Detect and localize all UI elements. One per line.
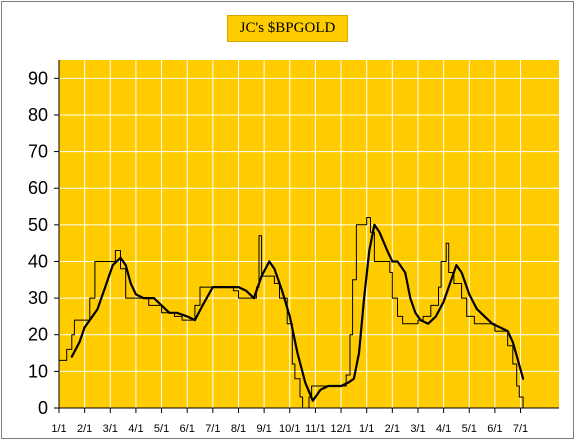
x-tick-label: 2/1 xyxy=(77,423,92,435)
y-tick-label: 60 xyxy=(28,178,48,198)
y-tick-label: 30 xyxy=(28,288,48,308)
series-group xyxy=(58,217,525,409)
x-tick-label: 7/1 xyxy=(205,423,220,435)
y-tick-label: 40 xyxy=(28,251,48,271)
axes: 0 10 20 30 40 50 60 70 80 90 1/1 2/1 3/1 4/1 5/1 6/1 7/1… xyxy=(28,60,559,435)
x-tick-label: 8/1 xyxy=(231,423,246,435)
x-tick-label: 6/1 xyxy=(180,423,195,435)
y-tick-label: 70 xyxy=(28,142,48,162)
x-tick-label: 4/1 xyxy=(436,423,451,435)
y-tick-label: 80 xyxy=(28,105,48,125)
x-tick-label: 5/1 xyxy=(462,423,477,435)
x-tick-label: 2/1 xyxy=(385,423,400,435)
x-tick-label: 5/1 xyxy=(154,423,169,435)
x-tick-label: 3/1 xyxy=(410,423,425,435)
y-tick-label: 50 xyxy=(28,215,48,235)
y-tick-label: 20 xyxy=(28,325,48,345)
step-line xyxy=(58,217,524,409)
y-tick-label: 90 xyxy=(28,68,48,88)
smoothed-line xyxy=(70,223,525,402)
chart-title: JC's $BPGOLD xyxy=(227,15,348,42)
x-tick-label: 1/1 xyxy=(51,423,66,435)
x-tick-label: 4/1 xyxy=(128,423,143,435)
x-tick-label: 6/1 xyxy=(487,423,502,435)
y-tick-label: 0 xyxy=(38,398,48,418)
plot-area xyxy=(59,60,559,408)
x-tick-label: 12/1 xyxy=(330,423,351,435)
y-tick-label: 10 xyxy=(28,361,48,381)
x-tick-label: 11/1 xyxy=(305,423,326,435)
x-tick-label: 3/1 xyxy=(103,423,118,435)
x-tick-label: 7/1 xyxy=(513,423,528,435)
x-tick-label: 9/1 xyxy=(256,423,271,435)
x-tick-label: 1/1 xyxy=(359,423,374,435)
gridlines xyxy=(59,60,559,408)
x-tick-label: 10/1 xyxy=(279,423,300,435)
